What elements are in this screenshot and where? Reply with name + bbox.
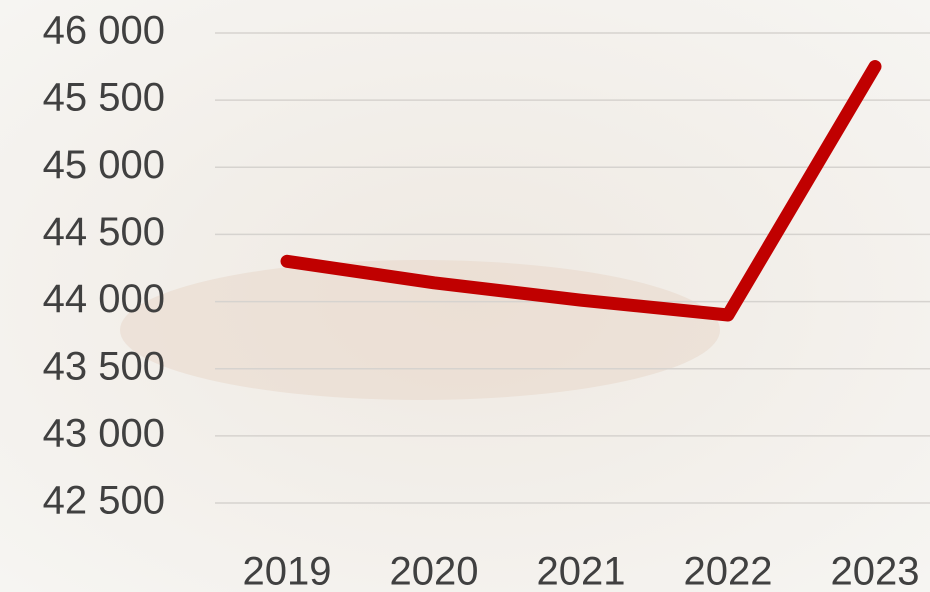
y-tick-label: 43 500 <box>43 344 165 388</box>
y-tick-label: 45 000 <box>43 143 165 187</box>
y-tick-label: 42 500 <box>43 479 165 523</box>
x-tick-label: 2023 <box>831 550 920 592</box>
y-tick-label: 45 500 <box>43 76 165 120</box>
x-tick-label: 2019 <box>243 550 332 592</box>
y-tick-label: 44 500 <box>43 210 165 254</box>
y-tick-label: 43 000 <box>43 411 165 455</box>
x-tick-label: 2021 <box>537 550 626 592</box>
y-tick-label: 44 000 <box>43 277 165 321</box>
y-tick-label: 46 000 <box>43 9 165 53</box>
x-tick-label: 2022 <box>684 550 773 592</box>
data-line <box>280 60 882 322</box>
x-tick-label: 2020 <box>390 550 479 592</box>
